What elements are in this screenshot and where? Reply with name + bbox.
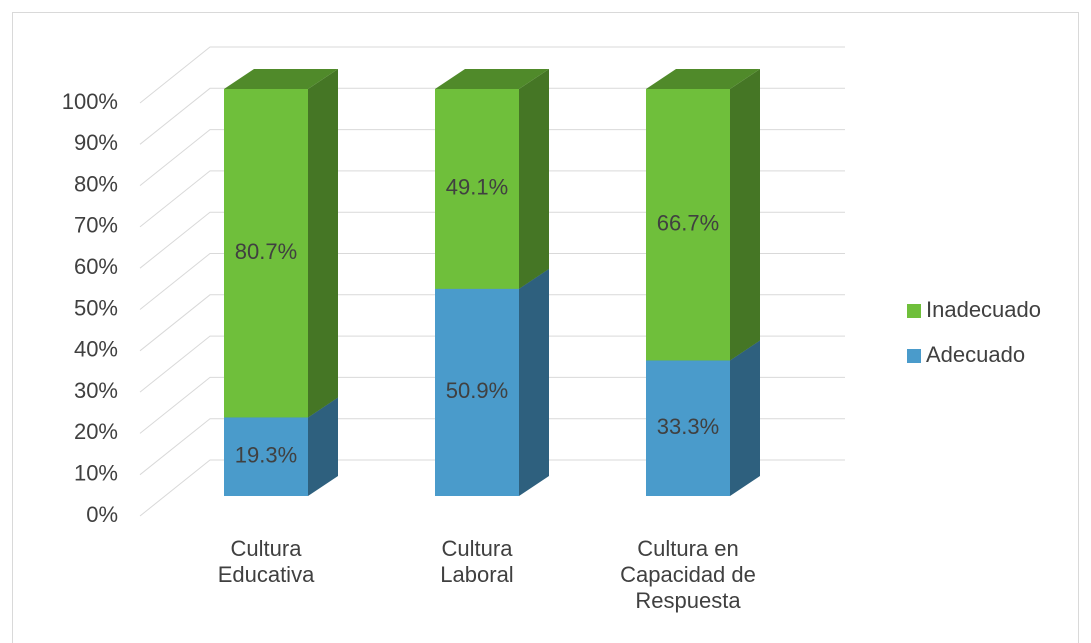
y-tick-label: 80%	[74, 171, 118, 196]
bar-top	[435, 69, 549, 89]
bar	[646, 89, 730, 361]
bar	[646, 360, 730, 496]
bar-side	[519, 69, 549, 289]
grid-line	[139, 294, 845, 352]
bar	[435, 89, 519, 289]
y-tick-label: 10%	[74, 461, 118, 486]
y-tick-label: 30%	[74, 378, 118, 403]
y-tick-label: 40%	[74, 337, 118, 362]
y-tick-label: 70%	[74, 213, 118, 238]
y-tick-label: 20%	[74, 419, 118, 444]
grid-line	[139, 459, 845, 517]
grid-line	[139, 87, 845, 145]
y-tick-label: 60%	[74, 254, 118, 279]
y-tick-label: 90%	[74, 130, 118, 155]
data-label: 19.3%	[235, 443, 297, 468]
bar-top	[646, 69, 760, 89]
legend-swatch	[907, 304, 921, 318]
y-tick-label: 50%	[74, 295, 118, 320]
bar	[224, 89, 308, 418]
grid-line	[139, 418, 845, 476]
bar	[224, 417, 308, 496]
legend-swatch	[907, 349, 921, 363]
x-tick-label: Cultura Educativa	[217, 536, 315, 587]
y-tick-label: 100%	[62, 89, 118, 114]
grid-line	[139, 211, 845, 269]
chart-border	[12, 12, 1079, 643]
bar-side	[730, 340, 760, 496]
grid-line	[139, 253, 845, 310]
data-label: 33.3%	[657, 414, 719, 439]
bar-top	[224, 69, 338, 89]
y-tick-label: 0%	[86, 502, 118, 527]
bar-side	[308, 397, 338, 496]
grid-line	[139, 335, 845, 393]
grid-line	[139, 129, 845, 186]
grid-line	[139, 376, 845, 434]
data-label: 49.1%	[446, 175, 508, 200]
data-label: 66.7%	[657, 211, 719, 236]
data-label: 50.9%	[446, 378, 508, 403]
bar-side	[308, 69, 338, 418]
x-tick-label: Cultura Laboral	[440, 536, 514, 587]
grid-line	[139, 46, 845, 104]
bar-side	[730, 69, 760, 361]
legend-label: Inadecuado	[926, 297, 1041, 322]
bar-side	[519, 268, 549, 496]
x-tick-label: Cultura en Capacidad de Respuesta	[620, 536, 756, 613]
data-label: 80.7%	[235, 239, 297, 264]
legend-label: Adecuado	[926, 342, 1025, 367]
bar	[435, 288, 519, 496]
grid-line	[139, 170, 845, 228]
